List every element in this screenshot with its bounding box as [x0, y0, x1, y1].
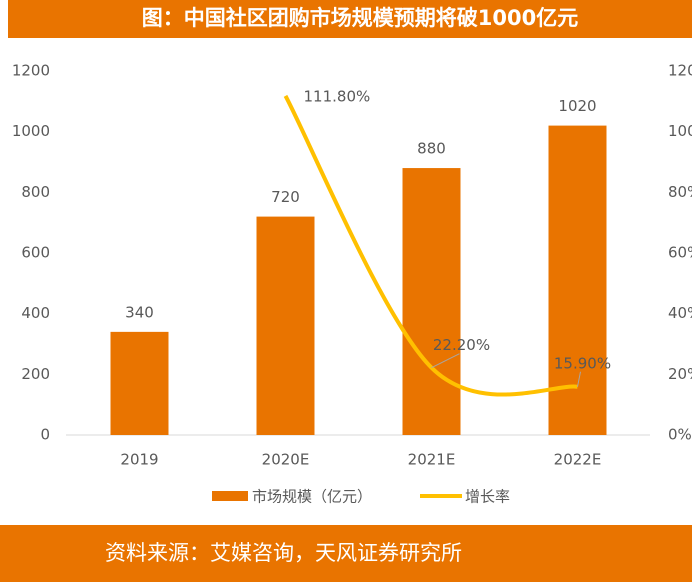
leader-line — [431, 353, 460, 369]
legend-label: 市场规模（亿元） — [252, 488, 372, 506]
line-value-label: 22.20% — [433, 336, 490, 354]
y2-tick-label: 80% — [668, 183, 692, 201]
source: 资料来源：艾媒咨询，天风证券研究所 — [105, 541, 462, 565]
leader-line — [577, 371, 581, 387]
legend-label: 增长率 — [465, 488, 510, 506]
y2-tick-label: 0% — [668, 426, 692, 444]
bar — [110, 331, 169, 435]
bar — [256, 216, 315, 435]
y-tick-label: 0 — [40, 426, 50, 444]
y-tick-label: 200 — [21, 365, 50, 383]
legend-swatch — [212, 491, 248, 501]
bar-value-label: 880 — [417, 140, 446, 158]
bar-value-label: 340 — [125, 303, 154, 321]
bar-value-label: 1020 — [558, 97, 596, 115]
growth-line — [283, 94, 578, 397]
title-bar — [8, 0, 692, 38]
bar-value-label: 720 — [271, 188, 300, 206]
y-tick-label: 1000 — [12, 122, 50, 140]
source-bar — [0, 525, 692, 582]
bar — [548, 125, 607, 435]
y2-tick-label: 20% — [668, 365, 692, 383]
y-tick-label: 800 — [21, 183, 50, 201]
y-tick-label: 1200 — [12, 62, 50, 80]
x-tick-label: 2020E — [262, 451, 310, 469]
y2-tick-label: 60% — [668, 244, 692, 262]
y2-tick-label: 40% — [668, 304, 692, 322]
line-value-label: 15.90% — [554, 354, 611, 372]
y-tick-label: 600 — [21, 244, 50, 262]
line-value-label: 111.80% — [304, 87, 371, 105]
y-tick-label: 400 — [21, 304, 50, 322]
x-tick-label: 2021E — [408, 451, 456, 469]
y2-tick-label: 100% — [668, 122, 692, 140]
x-tick-label: 2022E — [554, 451, 602, 469]
y2-tick-label: 120% — [668, 62, 692, 80]
bar — [402, 168, 461, 436]
chart-title: 图：中国社区团购市场规模预期将破1000亿元 — [142, 6, 578, 30]
x-tick-label: 2019 — [120, 451, 158, 469]
